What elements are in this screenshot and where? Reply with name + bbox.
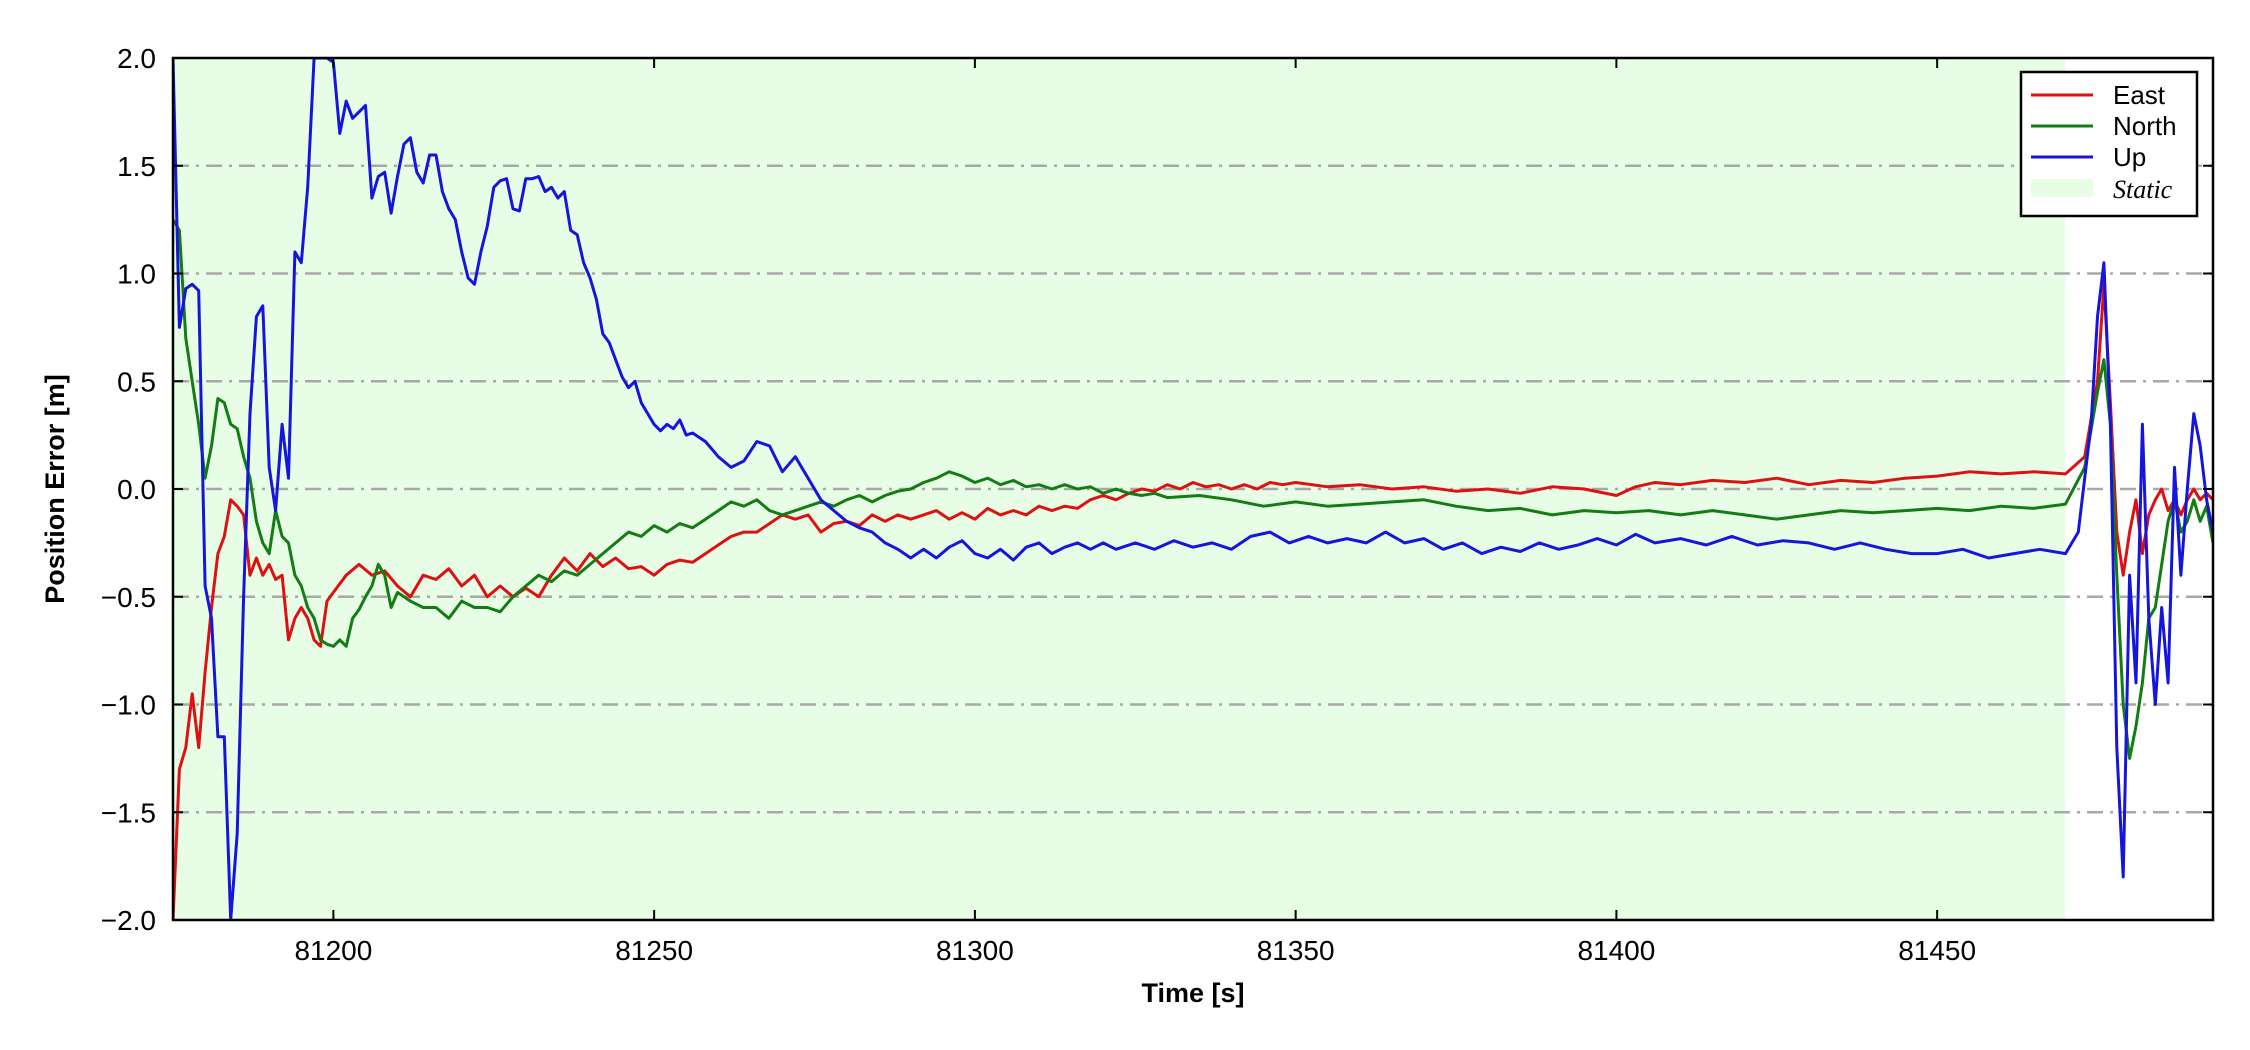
legend-label-up: Up	[2113, 142, 2146, 172]
y-tick-label: −1.5	[101, 797, 156, 828]
legend-swatch-static	[2031, 179, 2093, 197]
y-tick-label: 1.5	[117, 151, 156, 182]
series-layer	[173, 58, 2213, 920]
y-tick-label: 1.0	[117, 259, 156, 290]
x-tick-label: 81300	[936, 935, 1014, 966]
x-tick-label: 81200	[294, 935, 372, 966]
legend-label-north: North	[2113, 111, 2177, 141]
x-tick-label: 81350	[1257, 935, 1335, 966]
x-tick-label: 81450	[1898, 935, 1976, 966]
series-line-north	[173, 218, 2213, 760]
y-tick-label: −2.0	[101, 905, 156, 936]
y-tick-label: 0.5	[117, 366, 156, 397]
x-tick-label: 81400	[1577, 935, 1655, 966]
legend-label-east: East	[2113, 80, 2166, 110]
y-tick-label: −0.5	[101, 582, 156, 613]
y-tick-label: 0.0	[117, 474, 156, 505]
axis-ticks: 81200 81250 81300 81350 81400 81450 −2.0 −1.5 −1…	[101, 43, 2213, 966]
y-tick-label: 2.0	[117, 43, 156, 74]
y-tick-label: −1.0	[101, 690, 156, 721]
y-axis-label: Position Error [m]	[40, 374, 70, 604]
legend-label-static: Static	[2113, 175, 2173, 204]
series-line-up	[173, 58, 2213, 920]
x-tick-label: 81250	[615, 935, 693, 966]
series-line-east	[173, 282, 2213, 920]
legend: East North Up Static	[2019, 70, 2199, 218]
x-axis-label: Time [s]	[1141, 978, 1244, 1008]
